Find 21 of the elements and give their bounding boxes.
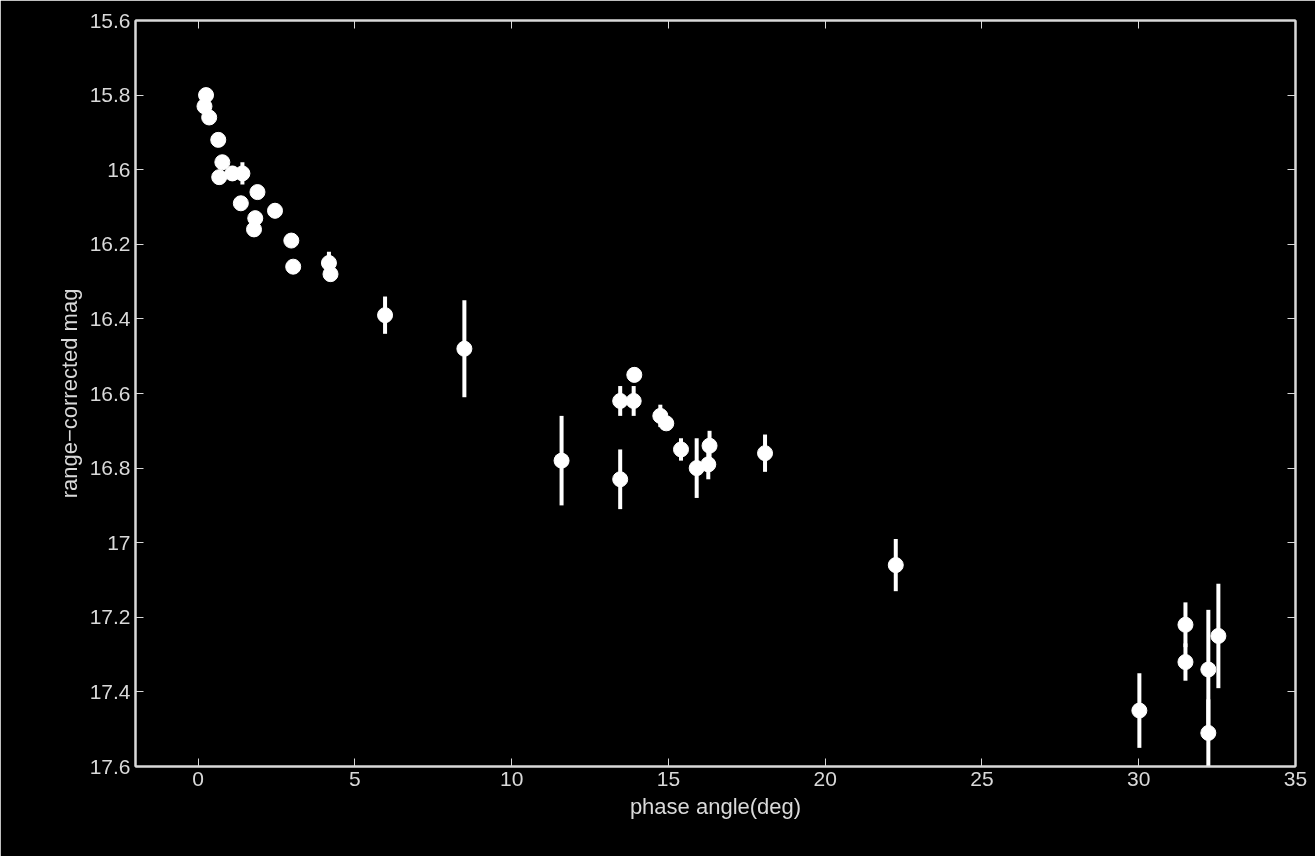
x-tick-label: 0 [192, 766, 205, 790]
x-tick-label: 25 [970, 766, 994, 790]
y-tick-label: 16 [107, 157, 131, 181]
y-tick-label: 17.2 [89, 605, 131, 629]
x-tick-label: 35 [1283, 766, 1308, 790]
y-tick-label: 17.4 [89, 679, 131, 703]
y-tick-label: 15.6 [89, 8, 131, 32]
y-tick-label: 17 [107, 530, 131, 554]
x-tick-label: 15 [656, 766, 681, 790]
x-tick-label: 20 [813, 766, 837, 790]
y-tick-label: 16.2 [89, 232, 131, 256]
y-tick-label: 16.6 [89, 381, 131, 405]
x-axis-title: phase angle(deg) [629, 793, 802, 819]
y-tick-label: 16.4 [89, 306, 131, 330]
y-tick-label: 16.8 [89, 456, 131, 480]
y-tick-label: 17.6 [89, 754, 131, 778]
y-tick-label: 15.8 [89, 83, 131, 107]
y-axis-title: range−corrected mag [56, 288, 82, 499]
x-tick-label: 10 [500, 766, 524, 790]
x-tick-label: 30 [1127, 766, 1151, 790]
x-tick-label: 5 [349, 766, 361, 790]
